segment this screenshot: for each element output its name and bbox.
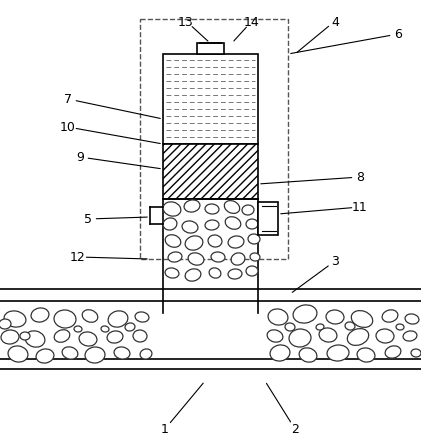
Ellipse shape [25, 331, 45, 347]
Ellipse shape [248, 234, 260, 244]
Ellipse shape [327, 345, 349, 361]
Ellipse shape [79, 332, 97, 346]
Text: 1: 1 [161, 423, 169, 435]
Text: 14: 14 [244, 15, 260, 28]
Ellipse shape [205, 205, 219, 215]
Text: 13: 13 [178, 15, 194, 28]
Ellipse shape [270, 345, 290, 361]
Ellipse shape [20, 332, 30, 340]
Ellipse shape [114, 347, 130, 359]
Text: 11: 11 [352, 201, 368, 214]
Ellipse shape [357, 348, 375, 362]
Text: 12: 12 [70, 251, 86, 264]
Ellipse shape [168, 252, 182, 262]
Ellipse shape [135, 312, 149, 322]
Ellipse shape [165, 235, 181, 248]
Ellipse shape [246, 219, 258, 230]
Ellipse shape [62, 347, 78, 359]
Ellipse shape [250, 254, 260, 261]
Ellipse shape [108, 311, 128, 327]
Ellipse shape [289, 329, 311, 347]
Ellipse shape [326, 310, 344, 324]
Ellipse shape [208, 236, 222, 247]
Ellipse shape [299, 348, 317, 362]
Ellipse shape [268, 309, 288, 325]
Ellipse shape [228, 237, 244, 248]
Text: 2: 2 [291, 423, 299, 435]
Ellipse shape [1, 330, 19, 344]
Ellipse shape [74, 326, 82, 332]
Ellipse shape [31, 308, 49, 322]
Ellipse shape [293, 305, 317, 323]
Bar [258, 202, 278, 236]
Ellipse shape [224, 201, 240, 214]
Ellipse shape [184, 201, 200, 212]
Ellipse shape [403, 331, 417, 341]
Bar [163, 55, 258, 145]
Ellipse shape [0, 319, 11, 329]
Text: 7: 7 [64, 93, 72, 106]
Ellipse shape [107, 331, 123, 343]
Ellipse shape [163, 219, 177, 230]
Ellipse shape [285, 323, 295, 331]
Ellipse shape [228, 269, 242, 279]
Ellipse shape [411, 349, 421, 357]
Ellipse shape [133, 330, 147, 342]
Ellipse shape [209, 268, 221, 279]
Ellipse shape [54, 330, 70, 343]
Bar [197, 44, 224, 55]
Ellipse shape [385, 346, 401, 358]
Ellipse shape [163, 202, 181, 217]
Ellipse shape [140, 349, 152, 359]
Ellipse shape [188, 253, 204, 265]
Ellipse shape [351, 311, 373, 328]
Text: 8: 8 [356, 171, 364, 184]
Ellipse shape [125, 323, 135, 331]
Ellipse shape [185, 237, 203, 251]
Ellipse shape [267, 330, 283, 343]
Ellipse shape [8, 346, 28, 362]
Ellipse shape [396, 324, 404, 330]
Ellipse shape [231, 253, 245, 265]
Ellipse shape [316, 324, 324, 330]
Ellipse shape [185, 269, 201, 282]
Ellipse shape [85, 347, 105, 363]
Ellipse shape [101, 326, 109, 332]
Ellipse shape [405, 314, 419, 324]
Bar [163, 145, 258, 200]
Ellipse shape [182, 222, 198, 233]
Text: 3: 3 [331, 255, 339, 268]
Text: 6: 6 [394, 28, 402, 42]
Text: 5: 5 [84, 213, 92, 226]
Text: 4: 4 [331, 15, 339, 28]
Ellipse shape [246, 266, 258, 276]
Ellipse shape [4, 311, 26, 327]
Ellipse shape [347, 329, 369, 346]
Ellipse shape [242, 205, 254, 215]
Ellipse shape [36, 349, 54, 363]
Ellipse shape [205, 220, 219, 230]
Ellipse shape [54, 310, 76, 328]
Ellipse shape [376, 329, 394, 343]
Ellipse shape [319, 328, 337, 342]
Ellipse shape [165, 268, 179, 279]
Ellipse shape [382, 310, 398, 322]
Ellipse shape [211, 252, 225, 262]
Ellipse shape [345, 322, 355, 330]
Text: 10: 10 [60, 121, 76, 134]
Ellipse shape [82, 310, 98, 322]
Ellipse shape [225, 217, 241, 230]
Bar [140, 20, 288, 259]
Text: 9: 9 [76, 151, 84, 164]
